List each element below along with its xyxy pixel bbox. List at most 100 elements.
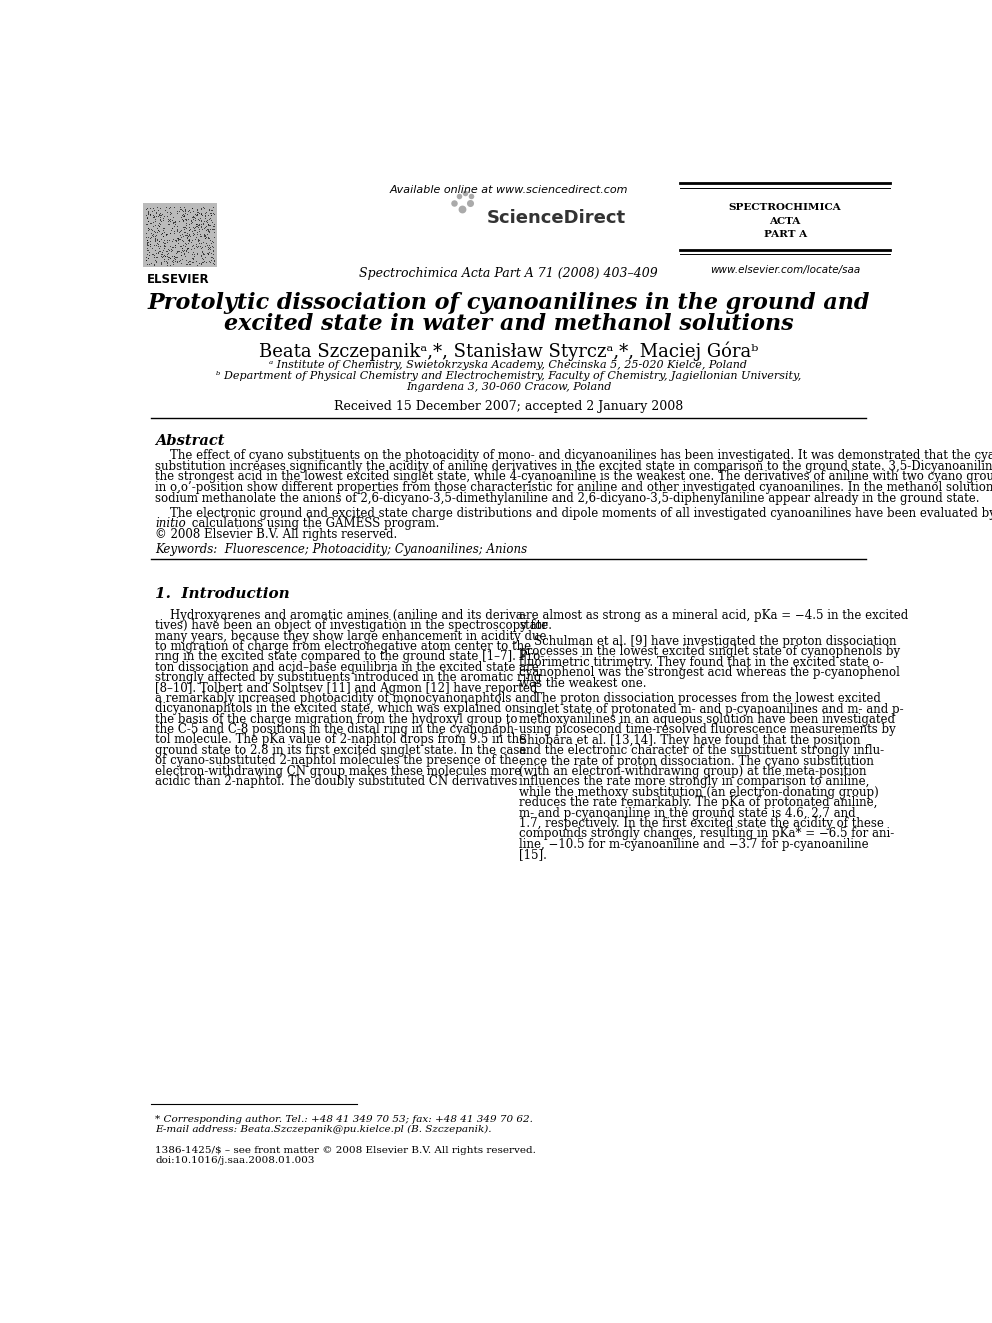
Point bbox=[139, 234, 155, 255]
Point bbox=[159, 224, 175, 245]
Text: ground state to 2.8 in its first excited singlet state. In the case: ground state to 2.8 in its first excited… bbox=[155, 744, 527, 757]
Point bbox=[179, 222, 194, 243]
Point bbox=[204, 218, 220, 239]
Point bbox=[194, 232, 210, 253]
Point bbox=[147, 250, 163, 271]
Point bbox=[162, 230, 178, 251]
Point bbox=[153, 253, 169, 274]
Point bbox=[164, 230, 180, 251]
Point bbox=[186, 205, 201, 226]
Point bbox=[198, 210, 214, 232]
Point bbox=[205, 239, 221, 261]
Point bbox=[206, 226, 222, 247]
Point bbox=[203, 250, 219, 271]
Point bbox=[191, 202, 207, 224]
Point bbox=[186, 216, 202, 237]
Point bbox=[157, 235, 173, 257]
Point bbox=[201, 237, 217, 258]
Point bbox=[200, 238, 216, 259]
Point bbox=[201, 228, 217, 249]
Point bbox=[153, 243, 169, 265]
Point bbox=[179, 253, 194, 274]
Point bbox=[149, 229, 165, 250]
Point bbox=[201, 241, 217, 262]
Point bbox=[158, 246, 174, 267]
Point bbox=[178, 221, 193, 242]
Point bbox=[192, 245, 208, 266]
Point bbox=[186, 242, 201, 263]
Point bbox=[164, 246, 180, 267]
Point bbox=[170, 228, 186, 249]
Point bbox=[160, 247, 176, 269]
Point bbox=[178, 241, 193, 262]
Point bbox=[193, 204, 209, 225]
Point bbox=[188, 213, 204, 234]
Text: © 2008 Elsevier B.V. All rights reserved.: © 2008 Elsevier B.V. All rights reserved… bbox=[155, 528, 397, 541]
Point bbox=[158, 241, 174, 262]
Text: (with an electron-withdrawing group) at the meta-position: (with an electron-withdrawing group) at … bbox=[519, 765, 867, 778]
Point bbox=[175, 204, 190, 225]
Text: PART A: PART A bbox=[764, 230, 806, 239]
Point bbox=[138, 250, 154, 271]
Point bbox=[204, 246, 220, 267]
Point bbox=[189, 229, 205, 250]
Point bbox=[156, 217, 172, 238]
Point bbox=[154, 251, 170, 273]
Point bbox=[148, 251, 164, 273]
Point bbox=[187, 204, 203, 225]
Point bbox=[174, 204, 189, 225]
Point bbox=[181, 237, 196, 258]
Point bbox=[200, 214, 216, 235]
Point bbox=[194, 213, 210, 234]
Point bbox=[139, 254, 155, 275]
Point bbox=[204, 232, 220, 253]
Point bbox=[152, 238, 168, 259]
Point bbox=[140, 234, 156, 255]
Point bbox=[139, 237, 155, 258]
Point bbox=[170, 216, 186, 237]
Point bbox=[160, 254, 176, 275]
Point bbox=[186, 200, 201, 221]
Point bbox=[148, 250, 164, 271]
Point bbox=[148, 242, 164, 263]
Text: electron-withdrawing CN group makes these molecules more: electron-withdrawing CN group makes thes… bbox=[155, 765, 521, 778]
Text: Schulman et al. [9] have investigated the proton dissociation: Schulman et al. [9] have investigated th… bbox=[519, 635, 897, 648]
Point bbox=[199, 224, 215, 245]
Point bbox=[153, 235, 169, 257]
Text: the strongest acid in the lowest excited singlet state, while 4-cyanoaniline is : the strongest acid in the lowest excited… bbox=[155, 470, 992, 483]
Point bbox=[189, 213, 205, 234]
Point bbox=[185, 212, 200, 233]
Point bbox=[166, 212, 182, 233]
Text: are almost as strong as a mineral acid, pKa = −4.5 in the excited: are almost as strong as a mineral acid, … bbox=[519, 609, 909, 622]
Point bbox=[197, 205, 213, 226]
Point bbox=[189, 216, 205, 237]
Point bbox=[204, 230, 220, 251]
Text: using picosecond time-resolved fluorescence measurements by: using picosecond time-resolved fluoresce… bbox=[519, 724, 896, 737]
Point bbox=[142, 230, 158, 251]
Point bbox=[197, 202, 213, 224]
Point bbox=[160, 213, 176, 234]
Point bbox=[172, 198, 187, 220]
Point bbox=[192, 224, 208, 245]
Point bbox=[174, 209, 189, 230]
Point bbox=[189, 204, 205, 225]
Point bbox=[139, 239, 155, 261]
Point bbox=[143, 218, 159, 239]
Point bbox=[190, 253, 206, 274]
Point bbox=[140, 220, 156, 241]
Point bbox=[197, 228, 213, 249]
Point bbox=[148, 247, 164, 269]
Point bbox=[155, 243, 171, 265]
Point bbox=[171, 230, 186, 251]
Point bbox=[193, 209, 209, 230]
Point bbox=[200, 213, 216, 234]
Point bbox=[189, 202, 205, 224]
Point bbox=[158, 225, 174, 246]
Point bbox=[203, 200, 219, 221]
Point bbox=[172, 250, 187, 271]
Point bbox=[168, 242, 184, 263]
Point bbox=[181, 229, 196, 250]
Point bbox=[142, 235, 158, 257]
Point bbox=[178, 208, 193, 229]
Point bbox=[147, 214, 163, 235]
